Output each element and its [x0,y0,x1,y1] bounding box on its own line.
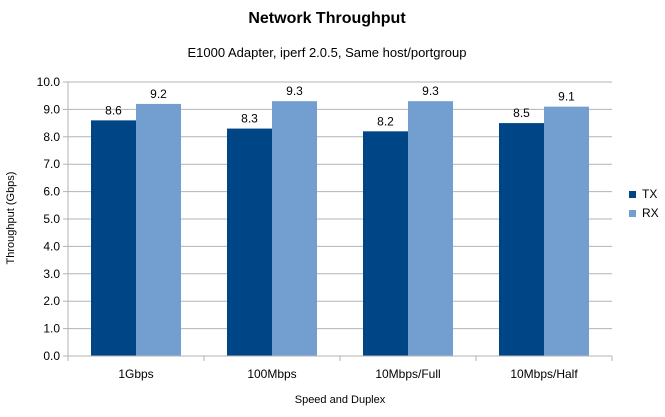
data-label: 9.1 [558,90,575,104]
bar-tx-1 [227,128,272,356]
chart-title: Network Throughput [248,10,406,27]
y-tick-label: 3.0 [43,267,60,281]
legend-swatch-rx [629,210,636,217]
data-label: 8.3 [241,112,258,126]
y-tick-label: 10.0 [37,75,61,89]
y-tick-label: 0.0 [43,349,60,363]
y-axis-ticks: 0.0 1.0 2.0 3.0 4.0 5.0 6.0 7.0 8.0 9.0 10.0 [37,75,68,363]
legend-swatch-tx [629,191,636,198]
y-tick-label: 8.0 [43,130,60,144]
y-tick-label: 7.0 [43,157,60,171]
y-tick-label: 4.0 [43,239,60,253]
bar-rx-0 [136,103,181,356]
legend-label-rx: RX [642,206,659,220]
x-axis-label: Speed and Duplex [295,394,386,406]
bar-rx-1 [272,101,317,357]
bar-tx-0 [91,120,136,356]
y-tick-label: 6.0 [43,185,60,199]
data-label: 8.5 [513,106,530,120]
data-label: 8.2 [377,114,394,128]
data-label: 9.3 [286,84,303,98]
chart-subtitle: E1000 Adapter, iperf 2.0.5, Same host/po… [188,45,467,60]
bar-rx-2 [408,101,453,357]
data-label: 9.2 [150,87,167,101]
bar-rx-3 [544,106,589,356]
x-tick-label: 10Mbps/Half [510,367,578,381]
y-tick-label: 5.0 [43,212,60,226]
x-tick-label: 10Mbps/Full [375,367,440,381]
x-tick-label: 100Mbps [247,367,296,381]
data-label: 8.6 [105,103,122,117]
bar-tx-3 [499,123,544,356]
x-tick-label: 1Gbps [118,367,153,381]
legend-label-tx: TX [642,187,657,201]
data-labels: 8.6 9.2 8.3 9.3 8.2 9.3 8.5 9.1 [105,84,575,128]
bar-tx-2 [363,131,408,356]
x-axis-ticks: 1Gbps 100Mbps 10Mbps/Full 10Mbps/Half [67,356,613,381]
data-label: 9.3 [422,84,439,98]
y-tick-label: 1.0 [43,322,60,336]
y-tick-label: 9.0 [43,102,60,116]
legend: TX RX [629,187,659,220]
y-tick-label: 2.0 [43,294,60,308]
bars [91,101,589,357]
y-axis-label: Throughput (Gbps) [5,172,17,265]
